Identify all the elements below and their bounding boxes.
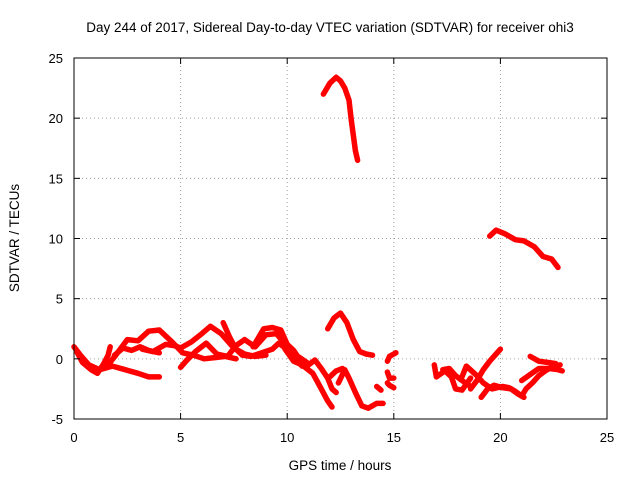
series-arc-p <box>384 380 397 391</box>
x-tick-label: 25 <box>600 430 614 445</box>
series-arc-q <box>431 362 474 393</box>
axis-ticks: 0 5 10 15 20 25 -5 0 5 10 15 20 25 <box>49 51 615 445</box>
series-arc-i <box>275 328 335 410</box>
y-tick-label: 0 <box>56 352 63 367</box>
series-arc-n <box>384 350 399 364</box>
series-arc-o <box>384 369 397 381</box>
series-arc-m <box>373 383 384 393</box>
chart-title: Day 244 of 2017, Sidereal Day-to-day VTE… <box>86 20 573 35</box>
series-arc-w <box>527 353 559 367</box>
series-arc-high-2 <box>486 227 561 271</box>
plot-frame <box>73 57 608 420</box>
y-tick-label: -5 <box>51 412 63 427</box>
data-series <box>71 74 565 411</box>
y-tick-label: 15 <box>49 171 63 186</box>
x-tick-label: 20 <box>493 430 507 445</box>
x-tick-label: 10 <box>280 430 294 445</box>
series-arc-v <box>518 365 565 384</box>
x-tick-label: 0 <box>70 430 77 445</box>
series-arc-u <box>478 382 527 401</box>
x-tick-label: 5 <box>177 430 184 445</box>
series-arc-b <box>73 344 113 377</box>
x-tick-label: 15 <box>387 430 401 445</box>
grid-lines <box>74 58 607 419</box>
y-tick-label: 20 <box>49 111 63 126</box>
y-axis-label: SDTVAR / TECUs <box>7 184 22 293</box>
y-tick-label: 10 <box>49 232 63 247</box>
series-arc-k <box>335 366 386 411</box>
series-arc-d <box>105 327 239 368</box>
y-tick-label: 5 <box>56 292 63 307</box>
series-arc-r <box>440 365 474 390</box>
x-axis-label: GPS time / hours <box>289 458 392 473</box>
y-tick-label: 25 <box>49 51 63 66</box>
series-arc-high-1 <box>320 74 361 164</box>
series-arc-j <box>324 310 376 358</box>
series-arc-l <box>327 365 346 380</box>
series-arc-s <box>467 346 504 392</box>
series-arc-h <box>250 324 310 371</box>
